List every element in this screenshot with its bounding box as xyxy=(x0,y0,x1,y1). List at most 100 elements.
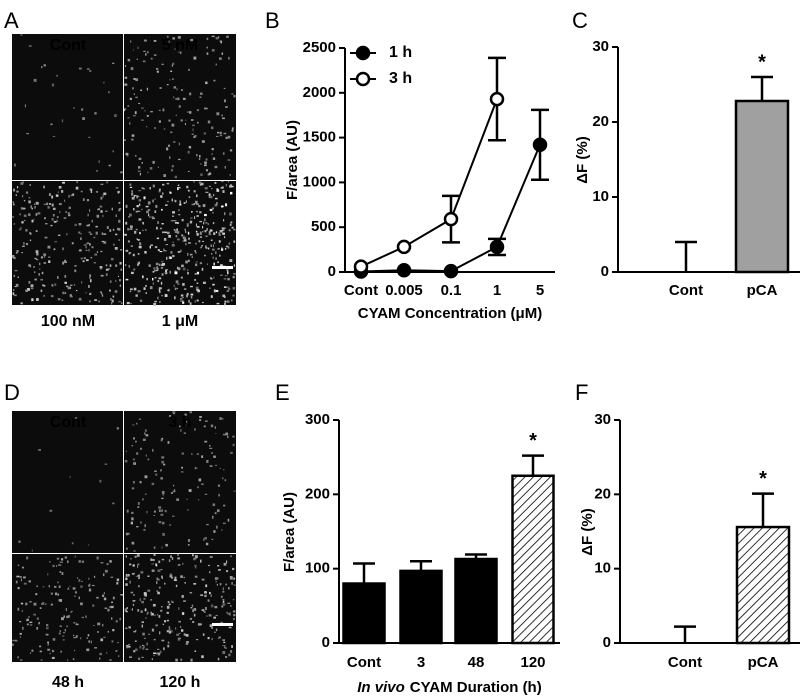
speckle xyxy=(162,492,165,496)
speckle xyxy=(13,294,17,297)
speckle xyxy=(217,565,220,567)
speckle xyxy=(141,621,145,624)
speckle xyxy=(99,652,102,656)
speckle xyxy=(199,232,202,235)
scale-bar xyxy=(212,623,233,626)
speckle xyxy=(49,203,51,205)
speckle xyxy=(138,102,141,104)
speckle xyxy=(12,188,16,192)
speckle xyxy=(136,564,139,568)
speckle xyxy=(133,287,137,291)
speckle xyxy=(195,230,198,233)
speckle xyxy=(171,601,174,603)
speckle xyxy=(137,261,141,265)
speckle xyxy=(127,240,130,243)
speckle xyxy=(112,62,115,65)
speckle xyxy=(186,111,190,113)
speckle xyxy=(219,229,223,233)
speckle xyxy=(179,632,181,635)
speckle xyxy=(45,633,49,636)
speckle xyxy=(142,647,144,650)
speckle xyxy=(15,283,19,287)
speckle xyxy=(201,140,205,143)
speckle xyxy=(98,160,100,164)
speckle xyxy=(137,170,141,172)
speckle xyxy=(166,256,168,260)
speckle xyxy=(190,38,194,42)
speckle xyxy=(127,58,131,62)
speckle xyxy=(153,127,157,130)
speckle xyxy=(212,194,215,196)
legend-marker xyxy=(355,45,371,61)
speckle xyxy=(126,645,129,647)
speckle xyxy=(47,648,51,651)
speckle xyxy=(86,224,90,227)
speckle xyxy=(69,476,71,478)
speckle xyxy=(21,251,23,254)
speckle xyxy=(177,187,179,191)
speckle xyxy=(115,214,117,217)
speckle xyxy=(189,302,192,305)
speckle xyxy=(141,656,144,658)
speckle xyxy=(212,283,215,286)
speckle xyxy=(166,630,169,633)
speckle xyxy=(151,658,153,661)
speckle xyxy=(102,594,105,597)
speckle xyxy=(181,466,184,469)
speckle xyxy=(199,96,202,98)
speckle xyxy=(142,222,144,225)
speckle xyxy=(208,231,211,234)
speckle xyxy=(115,233,118,236)
speckle xyxy=(52,564,55,568)
speckle xyxy=(198,204,201,208)
speckle xyxy=(134,111,137,115)
speckle xyxy=(154,269,156,272)
speckle xyxy=(206,46,209,49)
speckle xyxy=(21,566,24,569)
speckle xyxy=(133,572,135,575)
speckle xyxy=(19,576,22,578)
speckle xyxy=(187,241,191,244)
speckle xyxy=(224,203,228,207)
speckle xyxy=(18,540,21,543)
speckle xyxy=(129,186,133,189)
speckle xyxy=(180,575,183,578)
speckle xyxy=(221,605,224,608)
x-axis-label-part: CYAM Duration (h) xyxy=(410,679,542,696)
speckle xyxy=(66,615,70,619)
speckle xyxy=(128,626,131,629)
speckle xyxy=(114,290,118,293)
speckle xyxy=(158,287,162,290)
speckle xyxy=(172,241,174,244)
panel-letter: B xyxy=(265,8,280,33)
speckle xyxy=(26,556,29,560)
speckle xyxy=(58,185,62,189)
speckle xyxy=(167,641,170,644)
speckle xyxy=(164,271,167,274)
speckle xyxy=(133,230,137,234)
speckle xyxy=(23,242,25,245)
speckle xyxy=(213,455,216,458)
speckle xyxy=(100,274,104,277)
speckle xyxy=(132,87,134,90)
speckle xyxy=(147,458,150,461)
speckle xyxy=(202,281,206,284)
speckle xyxy=(202,240,205,242)
speckle xyxy=(143,598,146,600)
speckle xyxy=(175,658,178,662)
speckle xyxy=(166,182,170,185)
speckle xyxy=(186,420,188,423)
speckle xyxy=(40,278,44,281)
speckle xyxy=(206,52,209,55)
speckle xyxy=(100,183,104,186)
speckle xyxy=(205,169,209,172)
speckle xyxy=(130,302,132,305)
speckle xyxy=(171,215,175,217)
speckle xyxy=(216,202,218,205)
speckle xyxy=(14,285,17,288)
speckle xyxy=(110,297,112,301)
speckle xyxy=(179,51,182,54)
speckle xyxy=(15,580,18,584)
speckle xyxy=(194,466,196,470)
speckle xyxy=(24,104,26,108)
